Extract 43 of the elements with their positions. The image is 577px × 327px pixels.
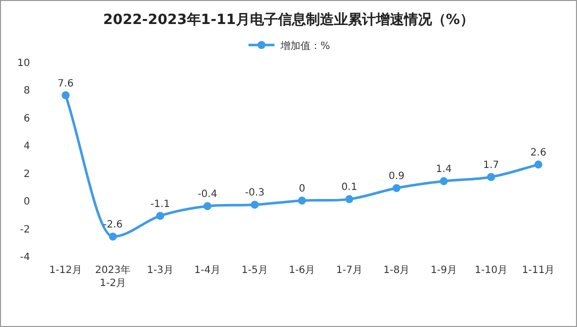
point xyxy=(108,232,117,241)
data-label: -0.3 xyxy=(244,188,264,199)
point xyxy=(62,91,70,100)
x-tick-label: 1-7月 xyxy=(336,265,362,276)
y-tick-label: 2 xyxy=(24,168,30,180)
x-tick-label: 1-11月 xyxy=(522,265,555,276)
y-tick-label: 8 xyxy=(24,86,30,97)
point xyxy=(298,196,306,205)
point xyxy=(392,184,401,192)
point xyxy=(345,195,354,204)
data-label: 1.4 xyxy=(436,164,452,176)
x-tick-label: 1-10月 xyxy=(474,265,508,276)
y-tick-label: 10 xyxy=(17,58,30,69)
x-tick-label: 1-8月 xyxy=(383,265,410,276)
data-label: 2.6 xyxy=(530,148,546,159)
x-tick-label: 1-9月 xyxy=(430,265,457,276)
y-tick-label: 4 xyxy=(24,141,30,152)
y-tick-label: 0 xyxy=(24,196,30,208)
y-tick-label: -2 xyxy=(20,224,30,236)
data-label: 0.1 xyxy=(341,182,358,194)
x-tick-label: 1-6月 xyxy=(288,265,316,276)
x-tick-label: 2023年 1-2月 xyxy=(95,264,131,289)
data-label: 7.6 xyxy=(58,78,74,90)
data-label: 0.9 xyxy=(388,171,404,182)
legend-label: 增加值：% xyxy=(280,40,330,52)
y-tick-label: 6 xyxy=(24,113,30,124)
x-tick-label: 1-4月 xyxy=(194,265,221,276)
data-label: -0.4 xyxy=(198,189,218,200)
data-label: -2.6 xyxy=(103,220,123,231)
data-label: 0 xyxy=(298,184,306,195)
point xyxy=(440,177,448,186)
point xyxy=(203,202,212,210)
x-tick-label: 1-5月 xyxy=(242,265,268,276)
x-tick-label: 1-12月 xyxy=(49,265,82,276)
point xyxy=(156,212,164,220)
data-label: 1.7 xyxy=(483,160,500,172)
data-label: -1.1 xyxy=(150,198,170,210)
point xyxy=(534,160,542,169)
chart-title: 2022-2023年1-11月电子信息制造业累计增速情况（%） xyxy=(103,12,474,28)
point xyxy=(487,173,496,182)
y-tick-label: -4 xyxy=(20,252,30,263)
point xyxy=(250,200,259,209)
x-tick-label: 1-3月 xyxy=(147,265,174,276)
